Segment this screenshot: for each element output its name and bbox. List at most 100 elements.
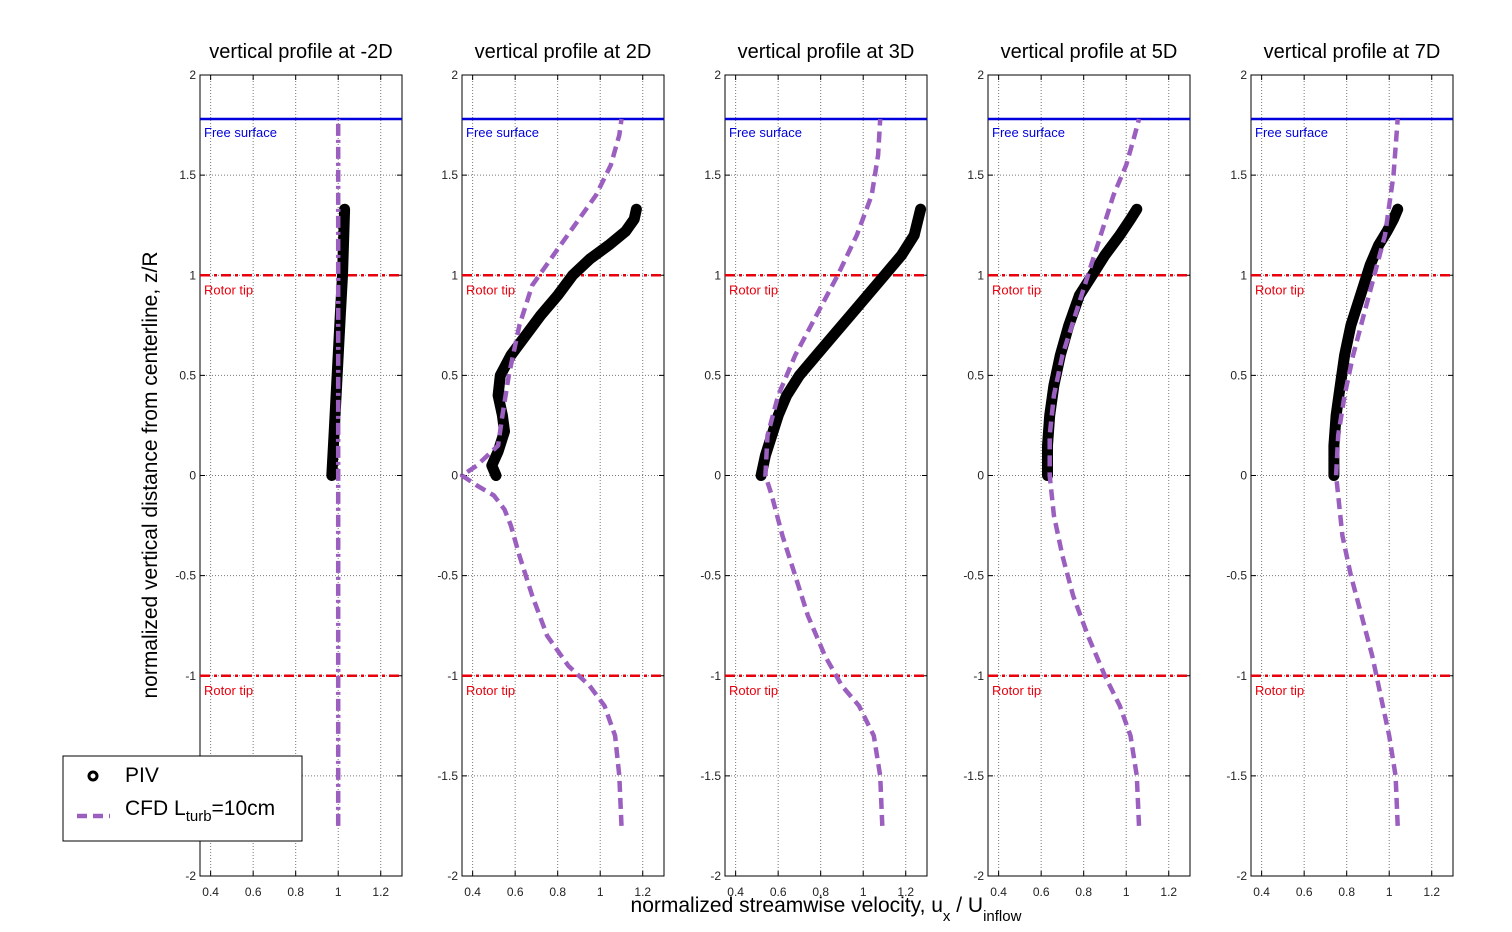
x-tick-label: 0.4 xyxy=(1253,885,1270,899)
legend-cfd-label-part: CFD L xyxy=(125,797,186,820)
panel-1: 0.40.60.811.2-2-1.5-1-0.500.511.52vertic… xyxy=(175,41,403,899)
rotor-tip-label: Rotor tip xyxy=(992,683,1041,698)
x-tick-label: 1.2 xyxy=(1160,885,1177,899)
y-tick-label: -2 xyxy=(447,869,458,883)
y-tick-label: -1 xyxy=(447,669,458,683)
legend-piv-marker xyxy=(87,770,99,782)
x-tick-label: 1.2 xyxy=(897,885,914,899)
legend-piv-label: PIV xyxy=(125,764,159,787)
y-tick-label: -1 xyxy=(973,669,984,683)
y-tick-label: 1.5 xyxy=(179,168,196,182)
legend: PIV CFD Lturb=10cm xyxy=(62,755,303,842)
rotor-tip-label: Rotor tip xyxy=(1255,683,1304,698)
free-surface-label: Free surface xyxy=(992,125,1065,140)
y-axis-label: normalized vertical distance from center… xyxy=(139,251,162,698)
y-tick-label: 1 xyxy=(189,268,196,282)
x-tick-label: 0.8 xyxy=(812,885,829,899)
y-tick-label: 0.5 xyxy=(179,368,196,382)
legend-cfd-label: CFD Lturb=10cm xyxy=(125,797,275,825)
rotor-tip-label: Rotor tip xyxy=(204,683,253,698)
panel-title: vertical profile at 2D xyxy=(475,41,652,63)
piv-series-line xyxy=(1042,203,1143,481)
cfd-series-line xyxy=(763,118,885,826)
y-tick-label: 0 xyxy=(977,469,984,483)
y-tick-label: 0.5 xyxy=(967,368,984,382)
rotor-tip-label: Rotor tip xyxy=(729,282,778,297)
y-tick-label: -1 xyxy=(185,669,196,683)
y-tick-label: -1.5 xyxy=(963,769,984,783)
x-tick-label: 0.6 xyxy=(1033,885,1050,899)
panel-2: 0.4 0.6 0.8 1 1.2 -2 -1.5 -1 -0.5 0 0.5 1 1.5 2 vertic… xyxy=(437,41,665,899)
y-tick-label: -1.5 xyxy=(437,769,458,783)
x-axis-label-part: / U xyxy=(950,894,983,917)
x-tick-label: 0.6 xyxy=(1296,885,1313,899)
x-tick-label: 0.6 xyxy=(770,885,787,899)
y-tick-label: 0 xyxy=(714,469,721,483)
x-tick-label: 1 xyxy=(1123,885,1130,899)
x-tick-label: 0.8 xyxy=(1338,885,1355,899)
panel-title: vertical profile at -2D xyxy=(209,41,392,63)
y-tick-label: 1 xyxy=(714,268,721,282)
x-tick-label: 0.8 xyxy=(287,885,304,899)
y-tick-label: -1 xyxy=(710,669,721,683)
panel-3: 0.4 0.6 0.8 1 1.2 -2 -1.5 -1 -0.5 0 0.5 1 1.5 2 vertic… xyxy=(700,41,928,899)
y-tick-label: -0.5 xyxy=(700,569,721,583)
rotor-tip-label: Rotor tip xyxy=(204,282,253,297)
panel-title: vertical profile at 3D xyxy=(738,41,915,63)
x-tick-label: 0.8 xyxy=(1075,885,1092,899)
y-tick-label: 2 xyxy=(714,68,721,82)
y-tick-label: -1.5 xyxy=(700,769,721,783)
y-tick-label: -0.5 xyxy=(175,569,196,583)
x-tick-label: 1.2 xyxy=(372,885,389,899)
rotor-tip-label: Rotor tip xyxy=(1255,282,1304,297)
free-surface-label: Free surface xyxy=(1255,125,1328,140)
free-surface-label: Free surface xyxy=(466,125,539,140)
piv-series-line xyxy=(486,203,642,481)
x-tick-label: 1.2 xyxy=(634,885,651,899)
x-tick-label: 0.4 xyxy=(727,885,744,899)
x-tick-label: 1 xyxy=(1386,885,1393,899)
y-tick-label: 1.5 xyxy=(704,168,721,182)
rotor-tip-label: Rotor tip xyxy=(729,683,778,698)
y-tick-label: 0 xyxy=(451,469,458,483)
x-tick-label: 0.4 xyxy=(464,885,481,899)
legend-cfd-label-part: =10cm xyxy=(212,797,276,820)
cfd-series-line xyxy=(1047,118,1142,826)
panel-5: 0.4 0.6 0.8 1 1.2 -2 -1.5 -1 -0.5 0 0.5 1 1.5 2 vertic… xyxy=(1226,41,1454,899)
y-tick-label: -0.5 xyxy=(437,569,458,583)
panel-title: vertical profile at 7D xyxy=(1264,41,1441,63)
y-tick-label: -1 xyxy=(1236,669,1247,683)
piv-series-line xyxy=(755,203,927,481)
y-tick-label: 2 xyxy=(189,68,196,82)
legend-box xyxy=(62,755,303,842)
x-tick-label: 0.8 xyxy=(549,885,566,899)
x-tick-label: 1 xyxy=(860,885,867,899)
y-tick-label: -1.5 xyxy=(1226,769,1247,783)
y-tick-label: 2 xyxy=(1240,68,1247,82)
x-axis-label-part: inflow xyxy=(983,908,1022,925)
y-tick-label: 1.5 xyxy=(967,168,984,182)
legend-cfd-label-part: turb xyxy=(186,808,212,825)
x-axis-label: normalized streamwise velocity, ux / Uin… xyxy=(631,894,1022,925)
y-tick-label: -2 xyxy=(973,869,984,883)
y-tick-label: 0 xyxy=(189,469,196,483)
x-tick-label: 1.2 xyxy=(1423,885,1440,899)
y-tick-label: -2 xyxy=(1236,869,1247,883)
y-tick-label: -0.5 xyxy=(963,569,984,583)
y-tick-label: 0.5 xyxy=(441,368,458,382)
y-tick-label: 0.5 xyxy=(1230,368,1247,382)
x-axis-label-part: x xyxy=(943,908,951,925)
y-tick-label: 0 xyxy=(1240,469,1247,483)
free-surface-label: Free surface xyxy=(729,125,802,140)
rotor-tip-label: Rotor tip xyxy=(992,282,1041,297)
panel-4: 0.4 0.6 0.8 1 1.2 -2 -1.5 -1 -0.5 0 0.5 1 1.5 2 vertic… xyxy=(963,41,1191,899)
y-tick-label: 1 xyxy=(1240,268,1247,282)
rotor-tip-label: Rotor tip xyxy=(466,282,515,297)
x-tick-label: 0.6 xyxy=(507,885,524,899)
rotor-tip-label: Rotor tip xyxy=(466,683,515,698)
y-tick-label: 1.5 xyxy=(441,168,458,182)
y-tick-label: 1 xyxy=(451,268,458,282)
x-tick-label: 1 xyxy=(335,885,342,899)
y-tick-label: -2 xyxy=(710,869,721,883)
